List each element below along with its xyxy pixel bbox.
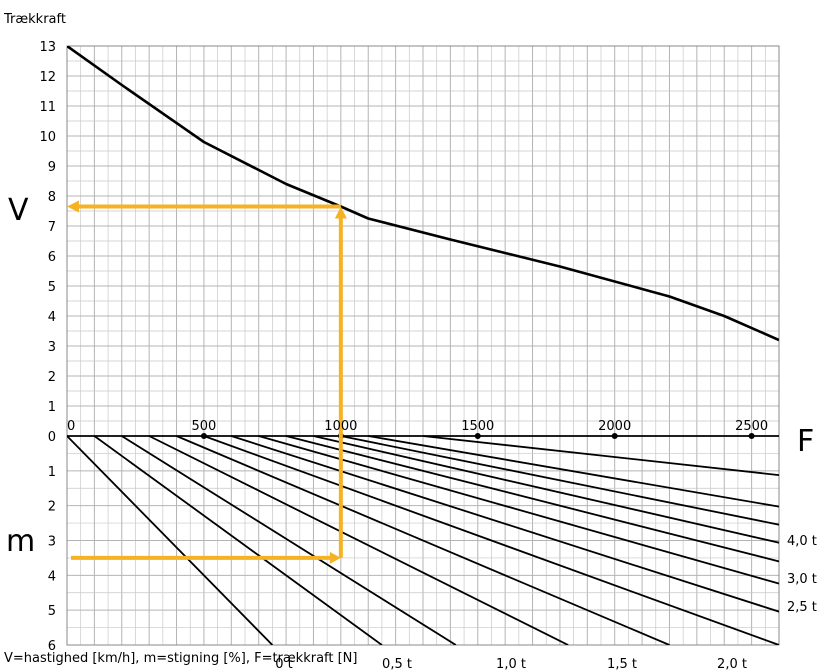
load-line — [340, 435, 779, 526]
right-mass-label: 2,5 t — [787, 600, 817, 615]
v-tick-label: 4 — [48, 310, 56, 325]
chart-title: Trækkraft — [3, 12, 66, 27]
v-tick-label: 1 — [48, 400, 56, 415]
m-axis-label: m — [6, 524, 35, 559]
right-mass-label: 3,0 t — [787, 572, 817, 587]
example-arrow-v — [67, 200, 79, 213]
f-axis-label: F — [797, 424, 814, 459]
v-tick-label: 11 — [39, 100, 56, 115]
f-axis-tick-dot — [611, 433, 618, 439]
v-tick-label: 7 — [48, 220, 56, 235]
f-tick-label: 2000 — [598, 419, 631, 434]
load-line — [203, 435, 779, 645]
m-tick-label: 4 — [48, 569, 56, 584]
chart-grid — [66, 45, 780, 646]
chart-labels: Trækkraft V m F V=hastighed [km/h], m=st… — [3, 12, 817, 671]
load-line — [313, 435, 779, 544]
load-line — [422, 435, 779, 476]
bottom-mass-label: 0 t — [275, 657, 293, 671]
f-axis-tick-dot — [748, 433, 755, 439]
v-tick-label: 2 — [48, 370, 56, 385]
example-arrow-f — [334, 206, 347, 219]
bottom-mass-label: 1,0 t — [496, 657, 526, 671]
v-tick-label: 5 — [48, 280, 56, 295]
v-tick-label: 0 — [48, 430, 56, 445]
bottom-mass-label: 0,5 t — [382, 657, 412, 671]
f-tick-label: 2500 — [735, 419, 768, 434]
f-tick-label: 500 — [192, 419, 217, 434]
load-line — [285, 435, 779, 563]
f-tick-label: 1500 — [461, 419, 494, 434]
chart-footer: V=hastighed [km/h], m=stigning [%], F=tr… — [4, 651, 357, 666]
load-line — [148, 435, 569, 645]
v-axis-label: V — [8, 193, 29, 228]
f-axis-tick-dot — [474, 433, 481, 439]
v-tick-label: 8 — [48, 190, 56, 205]
load-line — [121, 435, 457, 645]
v-tick-label: 12 — [39, 70, 56, 85]
chart-curves — [67, 46, 779, 645]
v-tick-label: 6 — [48, 250, 56, 265]
m-tick-label: 5 — [48, 604, 56, 619]
v-tick-label: 13 — [39, 40, 56, 55]
m-tick-label: 6 — [48, 639, 56, 654]
v-tick-label: 3 — [48, 340, 56, 355]
m-tick-label: 3 — [48, 535, 56, 550]
load-line — [368, 435, 779, 508]
load-line — [258, 435, 779, 585]
bottom-mass-label: 1,5 t — [607, 657, 637, 671]
example-arrow-m — [329, 551, 341, 564]
speed-curve — [67, 46, 779, 342]
load-line — [176, 435, 670, 645]
f-tick-label: 0 — [67, 419, 75, 434]
load-line — [93, 435, 383, 645]
bottom-mass-label: 2,0 t — [717, 657, 747, 671]
v-tick-label: 9 — [48, 160, 56, 175]
plot-frame — [66, 45, 780, 646]
m-tick-label: 2 — [48, 500, 56, 515]
right-mass-label: 4,0 t — [787, 534, 817, 549]
f-tick-label: 1000 — [324, 419, 357, 434]
v-tick-label: 10 — [39, 130, 56, 145]
load-line — [67, 435, 274, 645]
m-tick-label: 1 — [48, 465, 56, 480]
